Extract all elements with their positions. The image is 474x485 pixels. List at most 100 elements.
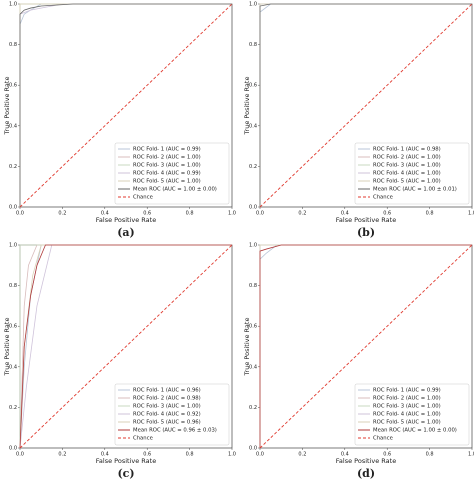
x-tick-label: 1.0 [228, 211, 236, 217]
roc-line [259, 244, 472, 448]
roc-line [19, 244, 233, 449]
legend-label: ROC Fold- 2 (AUC = 0.98) [133, 396, 201, 402]
legend-label: ROC Fold- 2 (AUC = 1.00) [133, 155, 201, 161]
legend-label: Mean ROC (AUC = 0.96 ± 0.03) [133, 428, 217, 434]
legend-label: ROC Fold- 3 (AUC = 1.00) [133, 163, 201, 169]
legend-label: ROC Fold- 4 (AUC = 0.99) [133, 171, 201, 177]
y-axis-label: True Positive Rate [243, 77, 251, 136]
x-axis-label: False Positive Rate [336, 216, 396, 224]
x-tick-label: 0.0 [256, 452, 264, 458]
legend-label: ROC Fold- 3 (AUC = 1.00) [373, 404, 441, 410]
roc-line [259, 3, 473, 208]
y-tick-label: 0.8 [249, 42, 257, 48]
y-tick-label: 0.0 [249, 205, 257, 211]
y-tick-label: 0.8 [249, 283, 257, 289]
x-axis-label: False Positive Rate [96, 216, 156, 224]
x-tick-label: 1.0 [468, 452, 474, 458]
legend-box [114, 383, 230, 446]
y-axis-label: True Positive Rate [3, 318, 11, 377]
y-tick-label: 0.2 [249, 405, 257, 411]
legend-label: Mean ROC (AUC = 1.00 ± 0.00) [133, 187, 217, 193]
legend-label: ROC Fold- 5 (AUC = 1.00) [373, 179, 441, 185]
x-tick-label: 0.0 [16, 211, 24, 217]
x-tick-label: 0.6 [383, 452, 391, 458]
legend-label: ROC Fold- 1 (AUC = 0.98) [373, 147, 441, 153]
y-tick-label: 0.0 [249, 446, 257, 452]
legend-label: ROC Fold- 2 (AUC = 1.00) [373, 155, 441, 161]
legend-label: Chance [133, 195, 153, 201]
x-tick-label: 0.2 [298, 452, 306, 458]
legend-label: ROC Fold- 5 (AUC = 1.00) [133, 179, 201, 185]
legend-label: ROC Fold- 5 (AUC = 0.96) [133, 420, 201, 426]
y-tick-label: 0.6 [9, 324, 17, 330]
y-tick-label: 0.6 [249, 83, 257, 89]
x-tick-label: 0.8 [426, 211, 434, 217]
x-tick-label: 0.0 [16, 452, 24, 458]
legend-label: Mean ROC (AUC = 1.00 ± 0.01) [373, 187, 457, 193]
x-tick-label: 0.4 [341, 452, 349, 458]
legend-box [354, 383, 470, 446]
y-tick-label: 0.4 [9, 123, 17, 129]
x-tick-label: 1.0 [468, 211, 474, 217]
x-tick-label: 0.0 [256, 211, 264, 217]
y-tick-label: 1.0 [9, 2, 17, 8]
y-tick-label: 1.0 [249, 2, 257, 8]
legend-label: ROC Fold- 2 (AUC = 1.00) [373, 396, 441, 402]
y-tick-label: 0.2 [9, 164, 17, 170]
legend-label: Chance [373, 195, 393, 201]
legend-label: ROC Fold- 4 (AUC = 1.00) [373, 171, 441, 177]
caption: (a) [117, 226, 135, 239]
x-tick-label: 0.4 [101, 452, 109, 458]
y-tick-label: 0.4 [249, 123, 257, 129]
x-tick-label: 0.8 [186, 211, 194, 217]
x-tick-label: 1.0 [228, 452, 236, 458]
legend-box [114, 142, 230, 205]
legend-label: ROC Fold- 3 (AUC = 1.00) [373, 163, 441, 169]
y-tick-label: 0.4 [249, 364, 257, 370]
y-axis-label: True Positive Rate [243, 318, 251, 377]
roc-line [19, 3, 232, 207]
y-tick-label: 0.8 [9, 42, 17, 48]
legend-label: ROC Fold- 3 (AUC = 1.00) [133, 404, 201, 410]
x-tick-label: 0.2 [58, 211, 66, 217]
legend-label: Chance [133, 436, 153, 442]
x-tick-label: 0.8 [186, 452, 194, 458]
y-tick-label: 0.8 [9, 283, 17, 289]
y-tick-label: 0.2 [249, 164, 257, 170]
y-tick-label: 1.0 [249, 243, 257, 249]
legend-label: Chance [373, 436, 393, 442]
x-tick-label: 0.4 [101, 211, 109, 217]
y-tick-label: 1.0 [9, 243, 17, 249]
x-tick-label: 0.6 [143, 452, 151, 458]
y-axis-label: True Positive Rate [3, 77, 11, 136]
x-tick-label: 0.2 [58, 452, 66, 458]
legend-label: ROC Fold- 1 (AUC = 0.96) [133, 388, 201, 394]
y-tick-label: 0.6 [9, 83, 17, 89]
legend-label: ROC Fold- 4 (AUC = 0.92) [133, 412, 201, 418]
y-tick-label: 0.0 [9, 205, 17, 211]
x-tick-label: 0.6 [383, 211, 391, 217]
legend-label: ROC Fold- 4 (AUC = 1.00) [373, 412, 441, 418]
y-tick-label: 0.2 [9, 405, 17, 411]
roc-line [259, 244, 473, 449]
caption: (b) [357, 226, 375, 239]
x-axis-label: False Positive Rate [96, 457, 156, 465]
roc-line [19, 244, 232, 449]
x-tick-label: 0.8 [426, 452, 434, 458]
y-tick-label: 0.6 [249, 324, 257, 330]
legend-label: Mean ROC (AUC = 1.00 ± 0.00) [373, 428, 457, 434]
x-axis-label: False Positive Rate [336, 457, 396, 465]
caption: (d) [357, 467, 375, 480]
x-tick-label: 0.6 [143, 211, 151, 217]
roc-line [19, 3, 233, 208]
legend-label: ROC Fold- 5 (AUC = 1.00) [373, 420, 441, 426]
y-tick-label: 0.0 [9, 446, 17, 452]
legend-label: ROC Fold- 1 (AUC = 0.99) [133, 147, 201, 153]
roc-line [259, 3, 472, 207]
legend-label: ROC Fold- 1 (AUC = 0.99) [373, 388, 441, 394]
caption: (c) [117, 467, 134, 480]
x-tick-label: 0.2 [298, 211, 306, 217]
x-tick-label: 0.4 [341, 211, 349, 217]
legend-box [354, 142, 470, 205]
